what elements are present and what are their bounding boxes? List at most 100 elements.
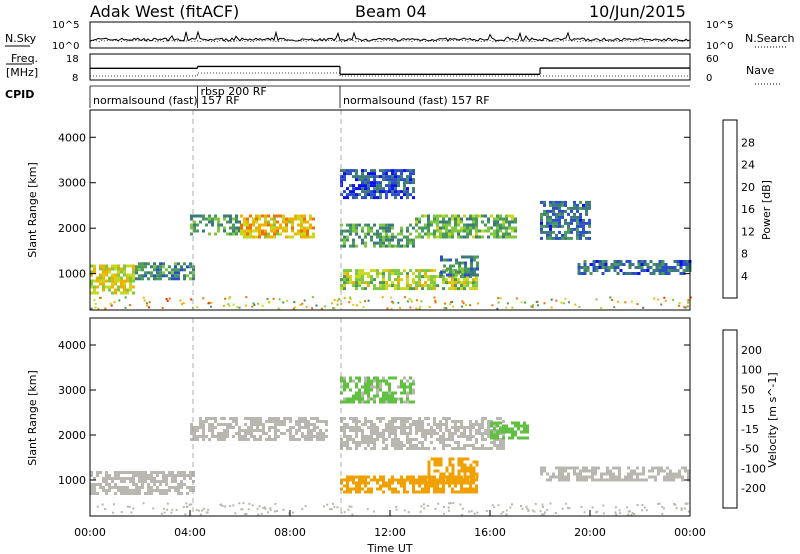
freq-label-line2: [MHz] [6, 66, 38, 79]
range-cell [232, 426, 235, 429]
range-cell [478, 423, 481, 426]
ground-cell [399, 306, 402, 309]
range-cell [601, 272, 605, 275]
range-cell [403, 478, 406, 482]
range-cell [409, 429, 412, 432]
range-cell [514, 430, 517, 434]
range-cell [352, 169, 355, 173]
range-cell [457, 272, 460, 276]
range-cell [132, 273, 135, 277]
range-cell [523, 430, 526, 434]
range-cell [114, 471, 117, 474]
range-cell [111, 264, 114, 268]
range-cell [388, 241, 391, 245]
range-cell [475, 217, 478, 221]
range-cell [460, 432, 463, 435]
ground-cell [419, 510, 422, 513]
range-cell [476, 267, 479, 271]
range-cell [162, 474, 165, 477]
range-cell [192, 265, 195, 269]
range-cell [615, 466, 618, 470]
range-cell [457, 481, 460, 485]
range-cell [358, 391, 361, 395]
range-cell [418, 284, 421, 288]
range-cell [270, 229, 273, 233]
range-cell [467, 255, 470, 259]
range-cell [493, 421, 496, 425]
range-cell [132, 489, 135, 492]
range-cell [343, 400, 346, 404]
range-cell [475, 460, 479, 464]
range-cell [156, 271, 159, 275]
range-cell [430, 432, 433, 435]
range-cell [472, 220, 475, 224]
range-cell [409, 432, 412, 435]
range-cell [446, 267, 449, 271]
range-cell [156, 265, 159, 269]
range-cell [246, 223, 249, 227]
range-cell [310, 423, 313, 426]
range-cell [445, 278, 448, 282]
range-cell [440, 273, 443, 277]
range-cell [276, 226, 279, 230]
range-cell [165, 483, 168, 486]
range-cell [355, 244, 358, 248]
range-cell [412, 423, 415, 426]
range-cell [475, 463, 479, 467]
range-cell [582, 224, 585, 228]
range-cell [223, 423, 226, 426]
ground-cell [641, 509, 644, 512]
range-cell [391, 235, 394, 239]
range-cell [502, 420, 505, 423]
range-cell [141, 486, 144, 489]
range-cell [352, 475, 355, 479]
range-cell [458, 270, 461, 274]
noise-right-tick-bottom: 10^0 [706, 41, 733, 52]
ground-cell [521, 507, 524, 510]
ground-cell [359, 301, 362, 304]
range-cell [304, 417, 307, 420]
range-cell [546, 209, 549, 213]
range-cell [576, 478, 579, 482]
range-cell [391, 444, 394, 447]
ground-cell [389, 296, 392, 299]
range-cell [577, 266, 581, 269]
range-cell [96, 471, 99, 474]
ground-cell [493, 506, 496, 509]
range-cell [433, 235, 436, 239]
range-cell [603, 472, 606, 476]
range-cell [409, 284, 412, 288]
range-cell [421, 435, 424, 438]
ground-cell [583, 511, 586, 514]
ground-cell [506, 302, 509, 305]
ground-cell [163, 511, 166, 514]
colorbar-tick-label: 4 [741, 270, 748, 283]
ground-cell [219, 503, 222, 506]
range-cell [241, 429, 244, 432]
range-cell [427, 478, 431, 482]
range-cell [93, 489, 96, 492]
range-cell [400, 178, 403, 182]
range-cell [582, 221, 585, 225]
range-cell [358, 490, 361, 494]
range-cell [418, 281, 421, 285]
range-cell [415, 429, 418, 432]
cpid-segment-label: normalsound (fast) 157 RF [343, 94, 490, 107]
range-cell [352, 284, 355, 288]
range-cell [247, 417, 250, 420]
range-cell [440, 258, 443, 262]
range-cell [282, 220, 285, 224]
range-cell [141, 471, 144, 474]
range-cell [615, 475, 618, 479]
range-cell [241, 438, 244, 441]
ground-cell [661, 505, 664, 508]
range-cell [579, 478, 582, 482]
range-cell [105, 270, 108, 274]
range-cell [466, 235, 469, 239]
range-cell [549, 478, 552, 482]
range-cell [379, 169, 382, 173]
y-tick-label: 3000 [58, 384, 86, 397]
range-cell [180, 486, 183, 489]
range-cell [511, 217, 514, 221]
range-cell [297, 232, 300, 236]
